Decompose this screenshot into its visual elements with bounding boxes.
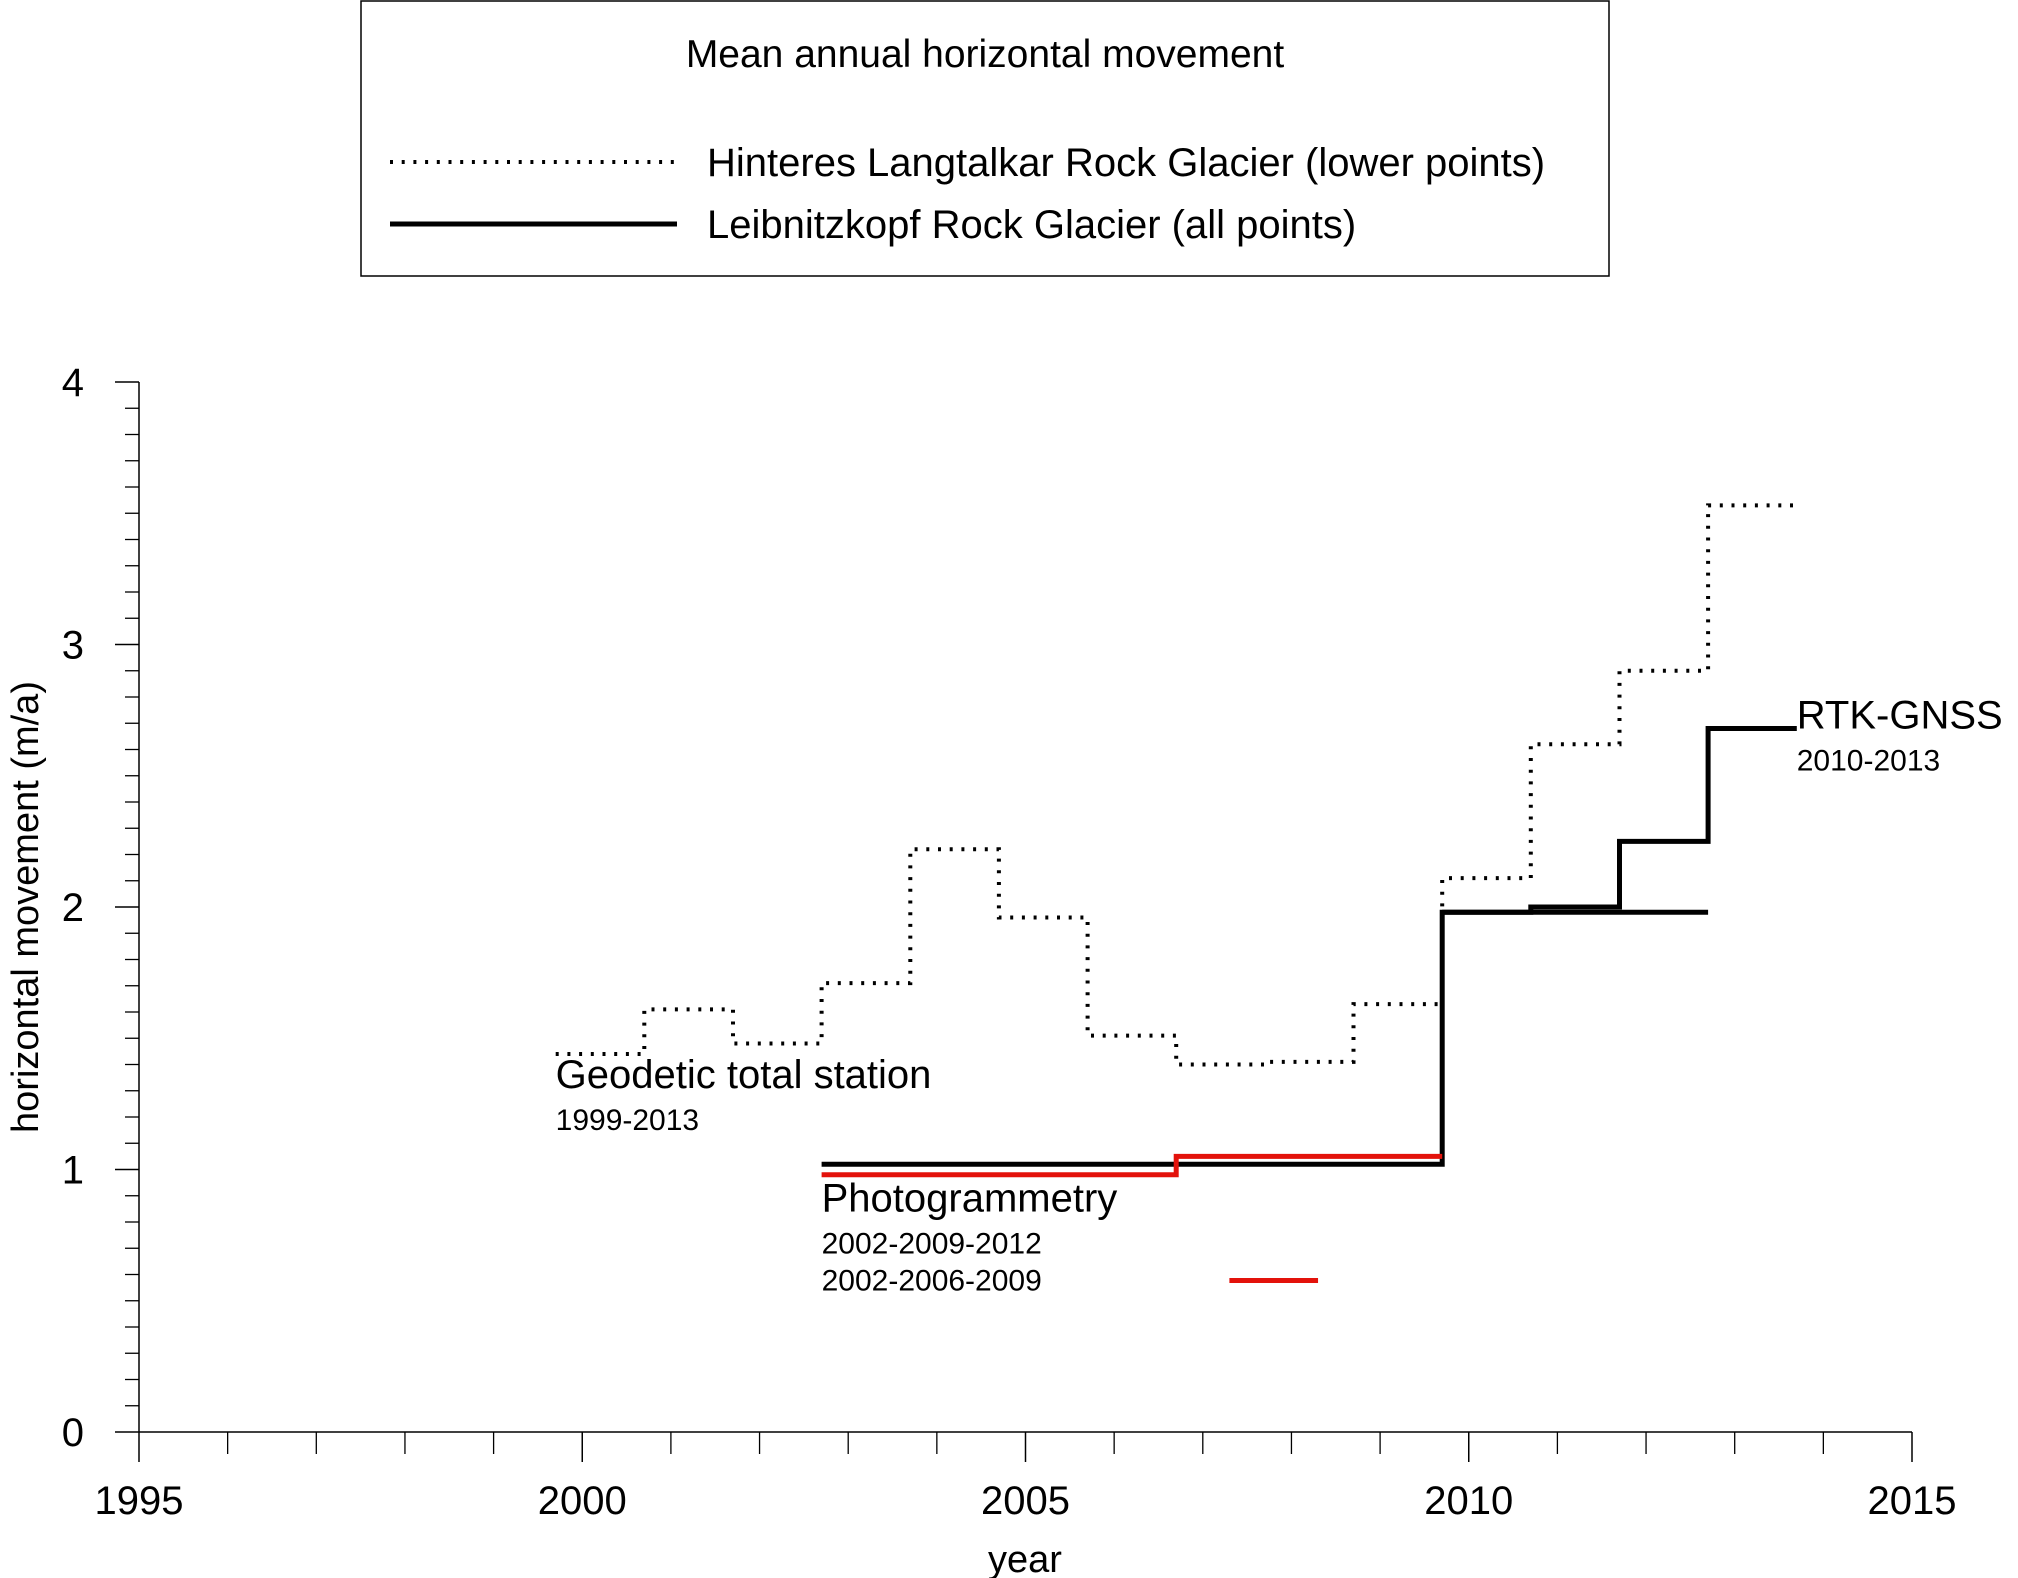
annotation-photogrammetry-period: 2002-2006-2009 (822, 1265, 1042, 1298)
axes: 0 1 2 3 4 1995 2000 2005 2010 2015 year horizont… (5, 361, 1956, 1578)
legend-frame (360, 0, 1610, 277)
annotation-geodetic-total-station: Geodetic total station (556, 1053, 932, 1097)
y-tick-label: 3 (62, 624, 84, 668)
legend-title: Mean annual horizontal movement (686, 33, 1285, 76)
annotations: Geodetic total station 1999-2013 Photogram… (556, 694, 2003, 1298)
annotation-photogrammetry-period: 2002-2009-2012 (822, 1228, 1042, 1261)
x-tick-label: 2000 (538, 1479, 627, 1523)
y-tick-label: 2 (62, 886, 84, 930)
legend-label-leibnitzkopf: Leibnitzkopf Rock Glacier (all points) (707, 203, 1356, 247)
annotation-rtk-gnss: RTK-GNSS (1797, 694, 2003, 738)
y-minor-ticks (125, 407, 139, 1407)
annotation-photogrammetry: Photogrammetry (822, 1177, 1118, 1221)
series-layer (555, 503, 1797, 1178)
y-tick-label: 1 (62, 1149, 84, 1193)
x-tick-label: 2015 (1868, 1479, 1957, 1523)
x-axis-title: year (988, 1539, 1062, 1578)
y-tick-label: 0 (62, 1411, 84, 1455)
legend: Mean annual horizontal movement Hinteres… (360, 0, 1610, 277)
series-dotted-line-0 (555, 503, 1797, 1067)
series-solid-black-line-1 (821, 909, 1709, 1167)
x-minor-ticks (226, 1432, 1824, 1454)
x-tick-label: 2010 (1424, 1479, 1513, 1523)
y-axis-title: horizontal movement (m/a) (5, 681, 47, 1133)
y-ticks: 0 1 2 3 4 (62, 361, 139, 1455)
annotation-rtk-gnss-period: 2010-2013 (1797, 745, 1940, 778)
y-tick-label: 4 (62, 361, 84, 405)
x-tick-label: 2005 (981, 1479, 1070, 1523)
series-solid-black-line-2 (1442, 726, 1797, 915)
annotation-geodetic-total-station-period: 1999-2013 (556, 1104, 699, 1137)
legend-label-hinteres-langtalkar: Hinteres Langtalkar Rock Glacier (lower … (707, 141, 1545, 185)
x-tick-label: 1995 (95, 1479, 184, 1523)
x-ticks: 1995 2000 2005 2010 2015 (95, 1432, 1957, 1523)
series-solid-red-line-3 (821, 1153, 1443, 1178)
